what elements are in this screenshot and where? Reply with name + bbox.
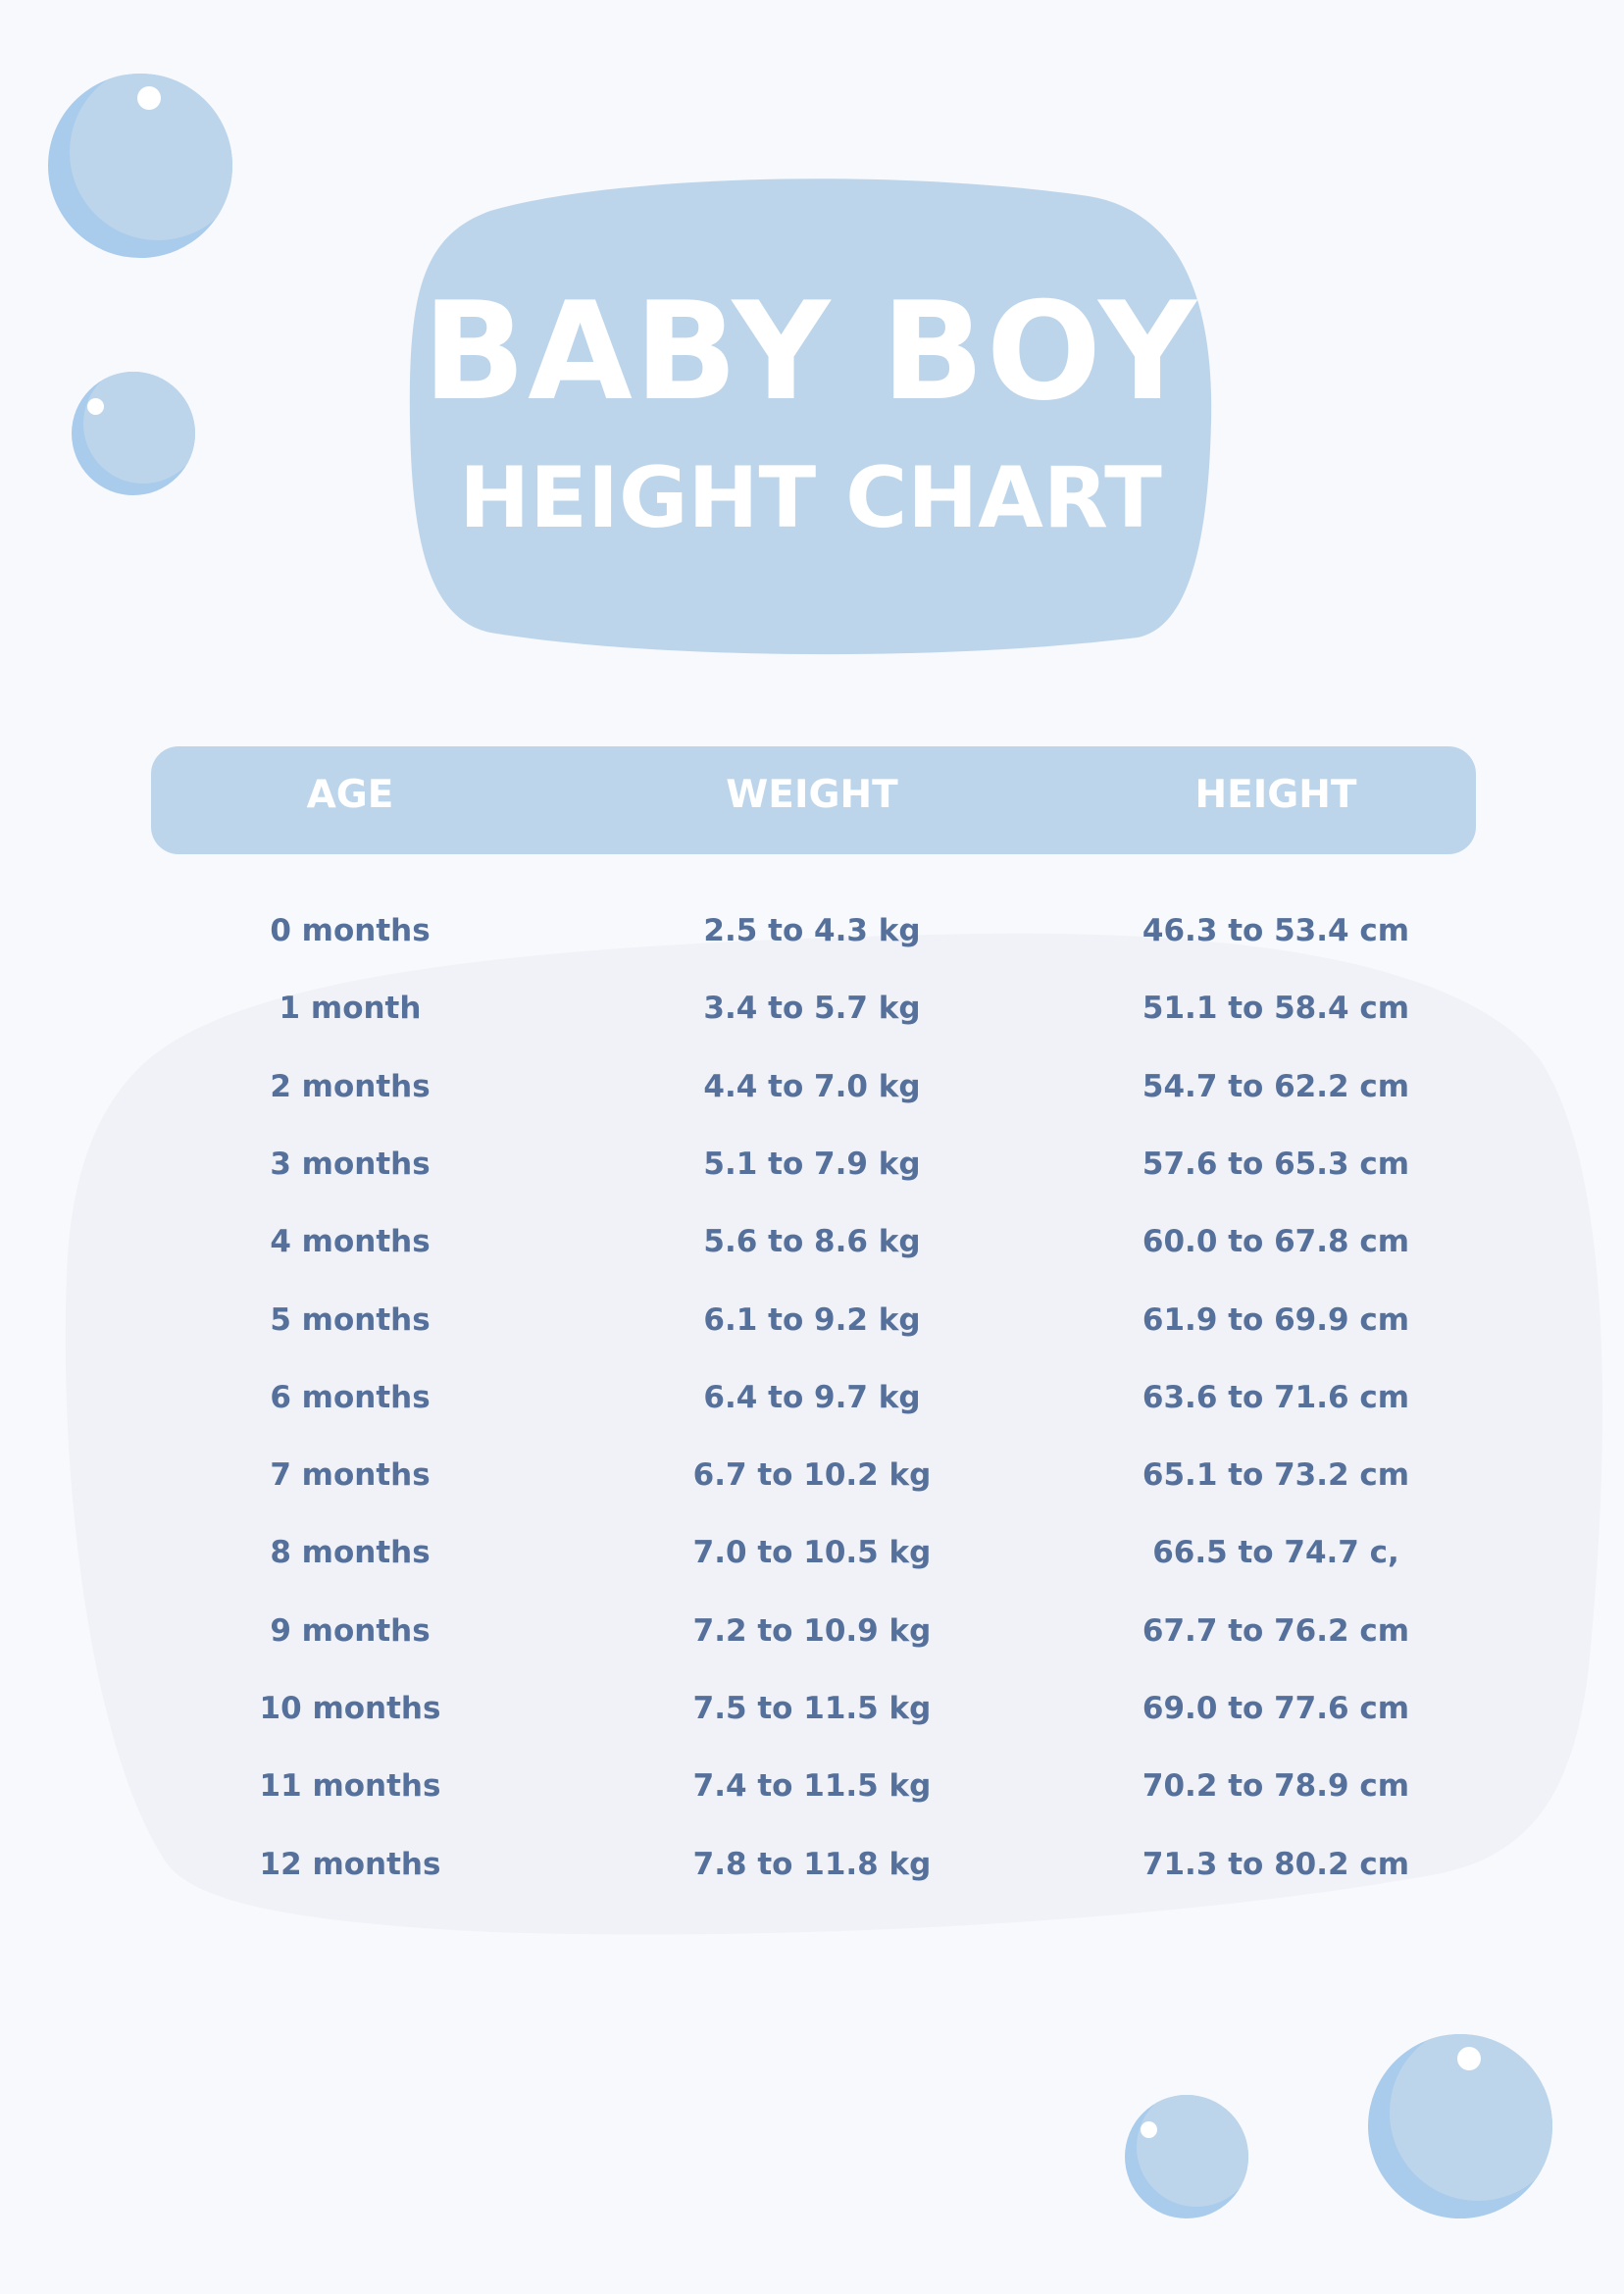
header-age: AGE: [306, 773, 394, 817]
header-weight: WEIGHT: [726, 773, 898, 817]
age-cell: 4 months: [270, 1224, 431, 1260]
title-blob: [409, 178, 1212, 655]
weight-cell: 6.7 to 10.2 kg: [692, 1457, 932, 1494]
age-cell: 6 months: [270, 1379, 431, 1415]
age-cell: 1 month: [279, 991, 422, 1027]
age-cell: 0 months: [270, 913, 431, 948]
height-cell: 67.7 to 76.2 cm: [1142, 1612, 1410, 1649]
height-cell: 71.3 to 80.2 cm: [1142, 1846, 1410, 1882]
height-cell: 46.3 to 53.4 cm: [1142, 913, 1410, 948]
table-header-bar: [151, 746, 1476, 854]
weight-cell: 7.5 to 11.5 kg: [692, 1691, 932, 1726]
weight-cell: 2.5 to 4.3 kg: [703, 913, 921, 948]
weight-cell: 5.1 to 7.9 kg: [703, 1146, 921, 1182]
weight-cell: 7.2 to 10.9 kg: [692, 1612, 932, 1649]
weight-cell: 7.8 to 11.8 kg: [692, 1846, 932, 1882]
bubble-decoration: [72, 372, 195, 495]
age-cell: 11 months: [259, 1768, 441, 1805]
height-cell: 54.7 to 62.2 cm: [1142, 1068, 1410, 1104]
height-cell: 66.5 to 74.7 c,: [1152, 1535, 1399, 1571]
weight-cell: 6.4 to 9.7 kg: [703, 1379, 921, 1415]
age-cell: 10 months: [259, 1691, 441, 1726]
height-cell: 63.6 to 71.6 cm: [1142, 1379, 1410, 1415]
age-cell: 5 months: [270, 1301, 431, 1338]
age-cell: 12 months: [259, 1846, 441, 1882]
height-cell: 65.1 to 73.2 cm: [1142, 1457, 1410, 1494]
title-line-1: BABY BOY: [422, 273, 1199, 431]
height-cell: 70.2 to 78.9 cm: [1142, 1768, 1410, 1805]
weight-cell: 3.4 to 5.7 kg: [703, 991, 921, 1027]
age-cell: 3 months: [270, 1146, 431, 1182]
weight-cell: 4.4 to 7.0 kg: [703, 1068, 921, 1104]
age-cell: 7 months: [270, 1457, 431, 1494]
height-cell: 60.0 to 67.8 cm: [1142, 1224, 1410, 1260]
table-background-blob: [65, 933, 1603, 1935]
height-cell: 69.0 to 77.6 cm: [1142, 1691, 1410, 1726]
height-cell: 57.6 to 65.3 cm: [1142, 1146, 1410, 1182]
height-cell: 61.9 to 69.9 cm: [1142, 1301, 1410, 1338]
age-cell: 8 months: [270, 1535, 431, 1571]
age-cell: 2 months: [270, 1068, 431, 1104]
weight-cell: 7.4 to 11.5 kg: [692, 1768, 932, 1805]
bubble-decoration: [48, 74, 232, 258]
bubble-decoration: [1368, 2034, 1552, 2218]
age-cell: 9 months: [270, 1612, 431, 1649]
title-line-2: HEIGHT CHART: [459, 449, 1162, 547]
header-height: HEIGHT: [1194, 773, 1357, 817]
weight-cell: 5.6 to 8.6 kg: [703, 1224, 921, 1260]
weight-cell: 6.1 to 9.2 kg: [703, 1301, 921, 1338]
bubble-decoration: [1125, 2095, 1248, 2218]
height-cell: 51.1 to 58.4 cm: [1142, 991, 1410, 1027]
weight-cell: 7.0 to 10.5 kg: [692, 1535, 932, 1571]
